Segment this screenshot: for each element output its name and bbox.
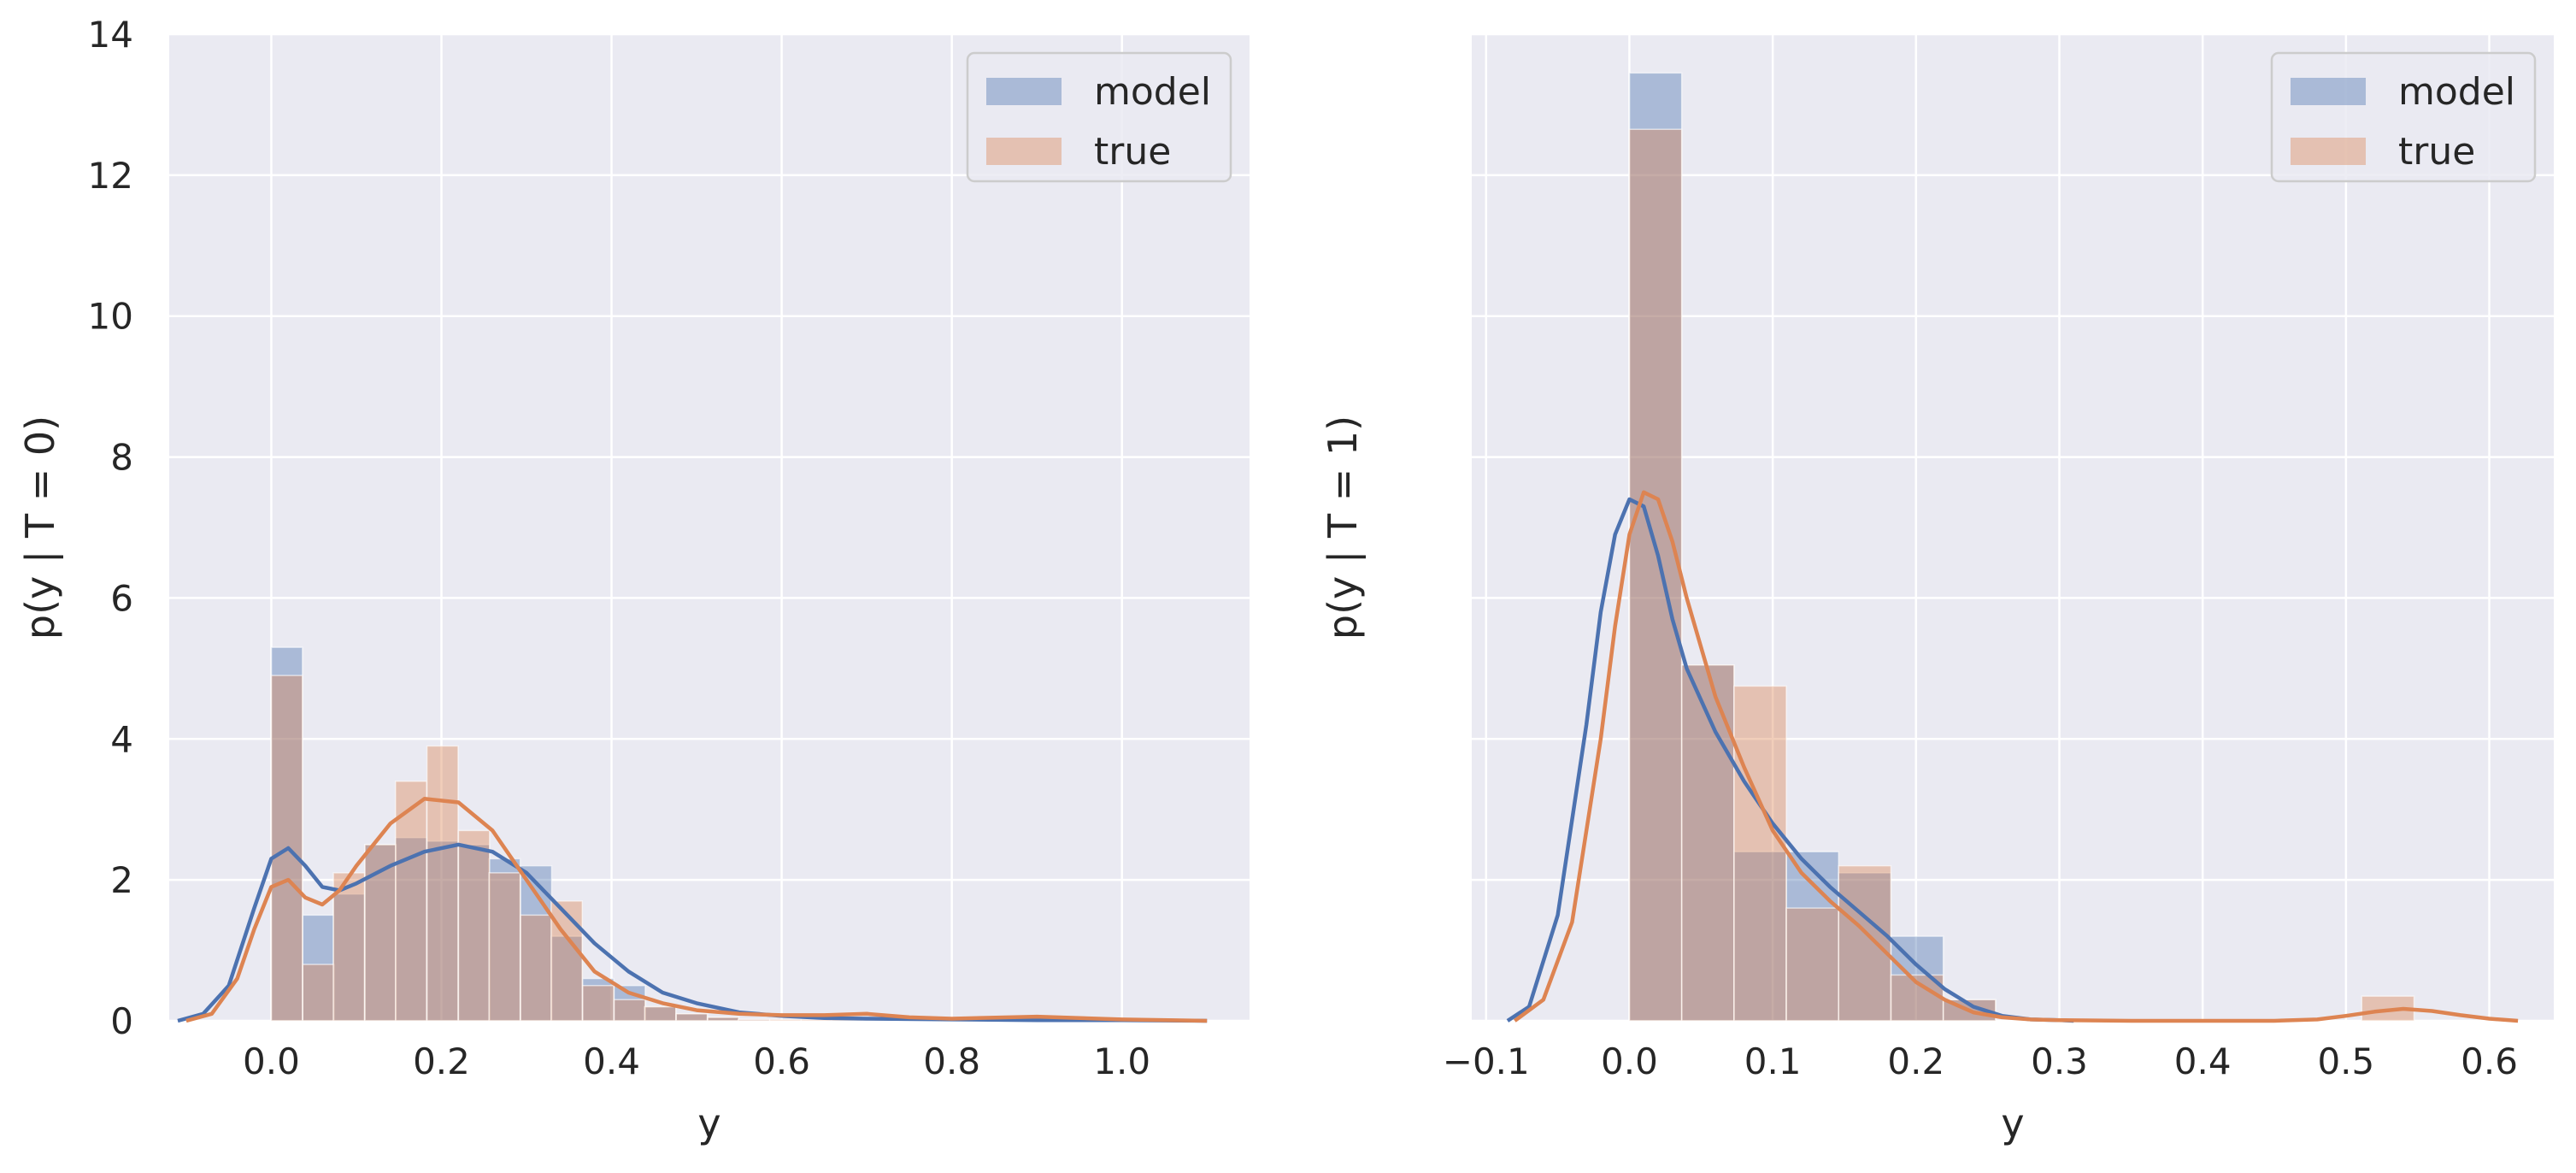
legend-swatch-true [2291, 138, 2366, 165]
kde-line-model [177, 842, 1208, 1023]
legend-box [2270, 51, 2537, 183]
histogram-bar-true [488, 872, 521, 1022]
x-tick-label: 0.8 [923, 1040, 980, 1082]
panel-left: 0.0 0.2 0.4 0.6 0.8 1.0 0 2 4 6 8 10 12 14 y p(y | T = … [17, 14, 1250, 1146]
histogram-bar-true [768, 1018, 802, 1022]
y-tick-label: 14 [88, 14, 133, 56]
histogram-bar-true [520, 914, 553, 1022]
histogram-bar-true [644, 1005, 677, 1022]
x-tick-label: 0.3 [2031, 1040, 2088, 1082]
histogram-bar-model [1785, 851, 1840, 1022]
histogram-bar-true [1628, 128, 1683, 1022]
kde-line-true [185, 797, 1208, 1023]
y-axis-label: p(y | T = 0) [17, 416, 64, 640]
histogram-bar-true [1838, 864, 1892, 1022]
plot-area [169, 34, 1250, 1021]
histogram-bar-model [1733, 851, 1787, 1022]
y-tick-label: 8 [110, 437, 133, 479]
histogram-bar-true [738, 1018, 771, 1022]
histogram-bar-model [457, 844, 491, 1022]
histogram-bar-true [613, 999, 646, 1022]
legend-swatch-model [2291, 78, 2366, 105]
x-tick-label: 0.6 [2461, 1040, 2518, 1082]
x-tick-label: 1.0 [1093, 1040, 1150, 1082]
y-tick-label: 4 [110, 718, 133, 760]
legend-label: true [1094, 130, 1171, 174]
x-tick-label: −0.1 [1443, 1040, 1530, 1082]
x-tick-label: 0.4 [2174, 1040, 2232, 1082]
legend-box [966, 51, 1232, 183]
histogram-bar-true [364, 844, 397, 1022]
histogram-bar-model [426, 840, 459, 1022]
legend-label: true [2398, 130, 2475, 174]
y-tick-label: 2 [110, 859, 133, 901]
x-tick-label: 0.6 [753, 1040, 810, 1082]
histogram-bar-true [302, 964, 335, 1022]
histogram-bar-true [581, 985, 615, 1022]
x-tick-label: 0.1 [1744, 1040, 1802, 1082]
histogram-bar-true [550, 900, 584, 1022]
y-tick-label: 10 [88, 296, 133, 338]
histogram-bar-true [457, 829, 491, 1022]
x-axis-label: y [2001, 1100, 2024, 1146]
histogram-bar-true [707, 1017, 740, 1022]
legend-label: model [1094, 70, 1211, 114]
x-tick-label: 0.4 [583, 1040, 640, 1082]
legend-swatch-true [986, 138, 1062, 165]
histogram-bar-true [394, 780, 427, 1022]
x-tick-label: 0.2 [1887, 1040, 1944, 1082]
plot-area [1472, 34, 2554, 1021]
histogram-bar-true [675, 1013, 709, 1022]
histogram-bar-true [1733, 685, 1787, 1022]
panel-right: −0.1 0.0 0.1 0.2 0.3 0.4 0.5 0.6 y p(y | T = 1) mo… [1320, 32, 2554, 1146]
histogram-bar-true [426, 745, 459, 1022]
histogram-bar-true [332, 872, 366, 1022]
y-tick-label: 6 [110, 577, 133, 619]
kde-line-true [1513, 490, 2519, 1023]
legend-swatch-model [986, 78, 1062, 105]
legend-label: model [2398, 70, 2515, 114]
x-tick-label: 0.5 [2317, 1040, 2374, 1082]
x-tick-label: 0.0 [1601, 1040, 1658, 1082]
kde-line-model [1506, 497, 2074, 1023]
histogram-bar-true [1785, 907, 1840, 1022]
x-tick-label: 0.2 [413, 1040, 470, 1082]
x-axis-label: y [697, 1100, 720, 1146]
y-tick-label: 0 [110, 1000, 133, 1042]
y-tick-label: 12 [88, 155, 133, 197]
x-tick-label: 0.0 [243, 1040, 300, 1082]
y-axis-label: p(y | T = 1) [1320, 416, 1367, 640]
